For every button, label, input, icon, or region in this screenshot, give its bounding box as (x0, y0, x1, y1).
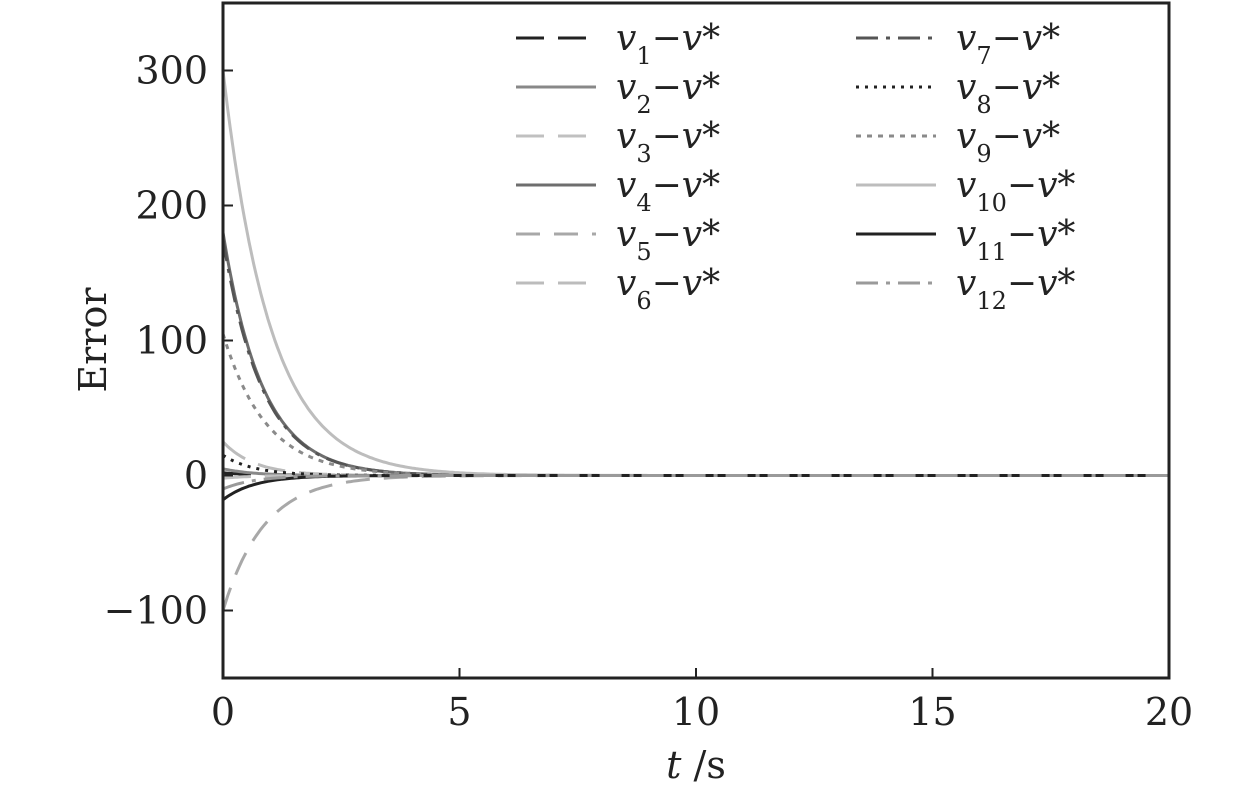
legend-label: v3−v* (616, 116, 720, 168)
y-tick-label: 100 (135, 319, 208, 363)
legend-item-5: v5−v* (516, 214, 720, 266)
legend-label: v8−v* (956, 67, 1060, 119)
legend-label: v4−v* (616, 165, 720, 217)
legend-item-11: v11−v* (856, 214, 1075, 266)
legend: v1−v*v2−v*v3−v*v4−v*v5−v*v6−v* v7−v*v8−v*… (516, 18, 1075, 315)
x-tick-label: 20 (1145, 690, 1193, 734)
y-tick-label: 0 (184, 454, 208, 498)
legend-item-7: v7−v* (856, 18, 1060, 70)
legend-item-3: v3−v* (516, 116, 720, 168)
series-lines (221, 70, 1169, 611)
series-line-5 (221, 474, 1169, 611)
legend-label: v12−v* (956, 263, 1075, 315)
legend-label: v5−v* (616, 214, 720, 266)
legend-label: v10−v* (956, 165, 1075, 217)
legend-label: v9−v* (956, 116, 1060, 168)
y-tick-label: 200 (135, 184, 208, 228)
legend-label: v6−v* (616, 263, 720, 315)
legend-item-6: v6−v* (516, 263, 720, 315)
legend-label: v1−v* (616, 18, 720, 70)
legend-item-1: v1−v* (516, 18, 720, 70)
y-tick-label: 300 (135, 49, 208, 93)
series-line-8 (222, 454, 1169, 477)
legend-label: v11−v* (956, 214, 1075, 266)
x-tick-label: 15 (908, 690, 956, 734)
x-tick-label: 5 (447, 690, 471, 734)
x-axis-title-unit: /s (681, 743, 725, 787)
legend-item-9: v9−v* (856, 116, 1060, 168)
y-tick-label: −100 (104, 589, 208, 633)
series-line-12 (222, 474, 1169, 491)
legend-item-12: v12−v* (856, 263, 1075, 315)
legend-label: v7−v* (956, 18, 1060, 70)
axis-ticks: 0 5 10 15 20 −100 0 100 200 300 (104, 49, 1194, 735)
legend-item-2: v2−v* (516, 67, 720, 119)
legend-item-8: v8−v* (856, 67, 1060, 119)
y-axis-title: Error (71, 287, 115, 393)
legend-item-10: v10−v* (856, 165, 1075, 217)
x-tick-label: 10 (672, 690, 720, 734)
legend-item-4: v4−v* (516, 165, 720, 217)
x-tick-label: 0 (211, 690, 235, 734)
x-axis-title: t /s (666, 743, 726, 787)
legend-label: v2−v* (616, 67, 720, 119)
